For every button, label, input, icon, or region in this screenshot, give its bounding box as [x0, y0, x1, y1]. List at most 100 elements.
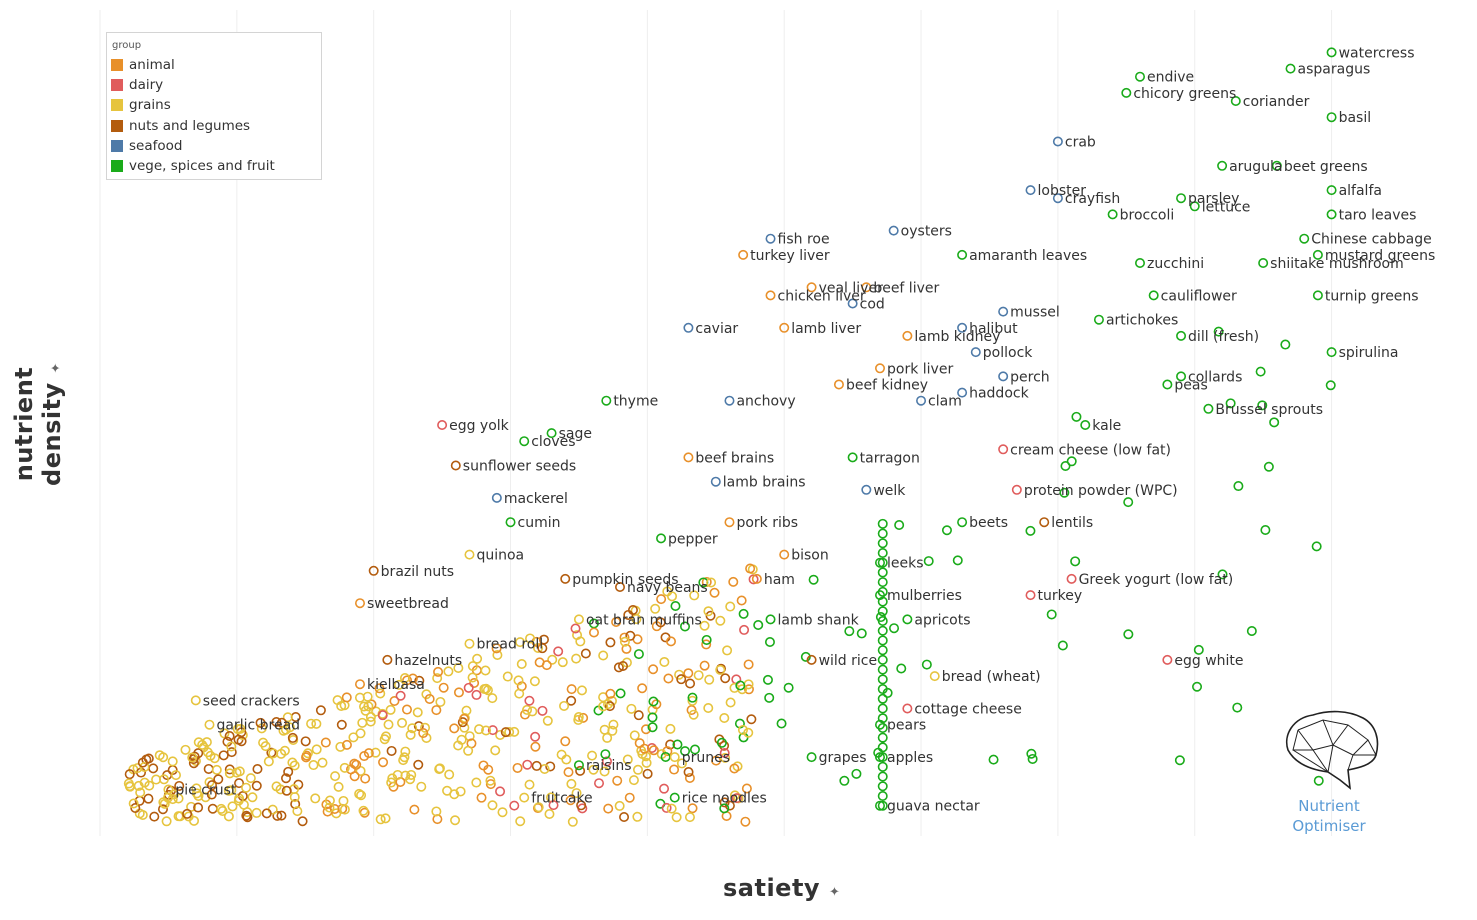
data-point[interactable]	[435, 696, 446, 707]
data-point[interactable]	[745, 563, 756, 574]
data-point[interactable]	[716, 737, 727, 748]
data-point[interactable]	[598, 650, 609, 661]
data-point[interactable]	[764, 692, 775, 703]
data-point[interactable]	[663, 673, 674, 684]
data-point[interactable]	[1326, 112, 1337, 123]
data-point[interactable]	[629, 730, 640, 741]
data-point[interactable]	[268, 748, 279, 759]
data-point[interactable]	[689, 590, 700, 601]
data-point[interactable]	[633, 649, 644, 660]
data-point[interactable]	[570, 623, 581, 634]
data-point[interactable]	[693, 670, 704, 681]
data-point[interactable]	[530, 731, 541, 742]
data-point[interactable]	[519, 792, 530, 803]
data-point[interactable]	[375, 688, 386, 699]
data-point[interactable]	[1176, 371, 1187, 382]
data-point[interactable]	[1121, 87, 1132, 98]
data-point[interactable]	[519, 436, 530, 447]
data-point[interactable]	[204, 777, 215, 788]
data-point[interactable]	[464, 638, 475, 649]
data-point[interactable]	[167, 756, 178, 767]
data-point[interactable]	[389, 696, 400, 707]
data-point[interactable]	[449, 723, 460, 734]
data-point[interactable]	[247, 792, 258, 803]
data-point[interactable]	[877, 606, 888, 617]
data-point[interactable]	[737, 724, 748, 735]
data-point[interactable]	[1162, 654, 1173, 665]
data-point[interactable]	[613, 662, 624, 673]
data-point[interactable]	[546, 428, 557, 439]
data-point[interactable]	[363, 701, 374, 712]
data-point[interactable]	[154, 750, 165, 761]
data-point[interactable]	[576, 800, 587, 811]
data-point[interactable]	[877, 577, 888, 588]
data-point[interactable]	[719, 803, 730, 814]
data-point[interactable]	[463, 682, 474, 693]
data-point[interactable]	[633, 764, 644, 775]
legend-item-dairy[interactable]: dairy	[107, 75, 321, 95]
data-point[interactable]	[223, 811, 234, 822]
data-point[interactable]	[618, 661, 629, 672]
data-point[interactable]	[348, 732, 359, 743]
data-point[interactable]	[646, 742, 657, 753]
data-point[interactable]	[252, 764, 263, 775]
data-point[interactable]	[578, 712, 589, 723]
data-point[interactable]	[485, 775, 496, 786]
data-point[interactable]	[877, 771, 888, 782]
data-point[interactable]	[537, 643, 548, 654]
data-point[interactable]	[571, 788, 582, 799]
data-point[interactable]	[431, 806, 442, 817]
data-point[interactable]	[227, 801, 238, 812]
data-point[interactable]	[332, 695, 343, 706]
data-point[interactable]	[256, 723, 267, 734]
data-point[interactable]	[1312, 290, 1323, 301]
data-point[interactable]	[667, 591, 678, 602]
data-point[interactable]	[128, 798, 139, 809]
data-point[interactable]	[453, 662, 464, 673]
data-point[interactable]	[615, 688, 626, 699]
data-point[interactable]	[432, 673, 443, 684]
data-point[interactable]	[324, 795, 335, 806]
data-point[interactable]	[459, 713, 470, 724]
data-point[interactable]	[988, 754, 999, 765]
y-axis-title[interactable]: nutrient density ✦	[10, 344, 66, 504]
data-point[interactable]	[193, 802, 204, 813]
data-point[interactable]	[515, 637, 526, 648]
data-point[interactable]	[739, 624, 750, 635]
data-point[interactable]	[1232, 702, 1243, 713]
data-point[interactable]	[783, 682, 794, 693]
data-point[interactable]	[641, 757, 652, 768]
data-point[interactable]	[356, 790, 367, 801]
data-point[interactable]	[685, 678, 696, 689]
data-point[interactable]	[362, 691, 373, 702]
data-point[interactable]	[375, 814, 386, 825]
data-point[interactable]	[764, 636, 775, 647]
data-point[interactable]	[358, 805, 369, 816]
data-point[interactable]	[573, 760, 584, 771]
data-point[interactable]	[669, 764, 680, 775]
data-point[interactable]	[241, 782, 252, 793]
data-point[interactable]	[1217, 160, 1228, 171]
data-point[interactable]	[710, 476, 721, 487]
data-point[interactable]	[952, 555, 963, 566]
data-point[interactable]	[728, 576, 739, 587]
data-point[interactable]	[542, 715, 553, 726]
data-point[interactable]	[482, 685, 493, 696]
data-point[interactable]	[471, 689, 482, 700]
data-point[interactable]	[575, 636, 586, 647]
data-point[interactable]	[725, 601, 736, 612]
data-point[interactable]	[648, 664, 659, 675]
data-point[interactable]	[1263, 461, 1274, 472]
data-point[interactable]	[602, 732, 613, 743]
data-point[interactable]	[1026, 748, 1037, 759]
data-point[interactable]	[1025, 185, 1036, 196]
data-point[interactable]	[637, 683, 648, 694]
data-point[interactable]	[902, 330, 913, 341]
data-point[interactable]	[1258, 257, 1269, 268]
data-point[interactable]	[204, 719, 215, 730]
data-point[interactable]	[970, 347, 981, 358]
data-point[interactable]	[575, 765, 586, 776]
data-point[interactable]	[877, 703, 888, 714]
data-point[interactable]	[416, 781, 427, 792]
data-point[interactable]	[779, 322, 790, 333]
